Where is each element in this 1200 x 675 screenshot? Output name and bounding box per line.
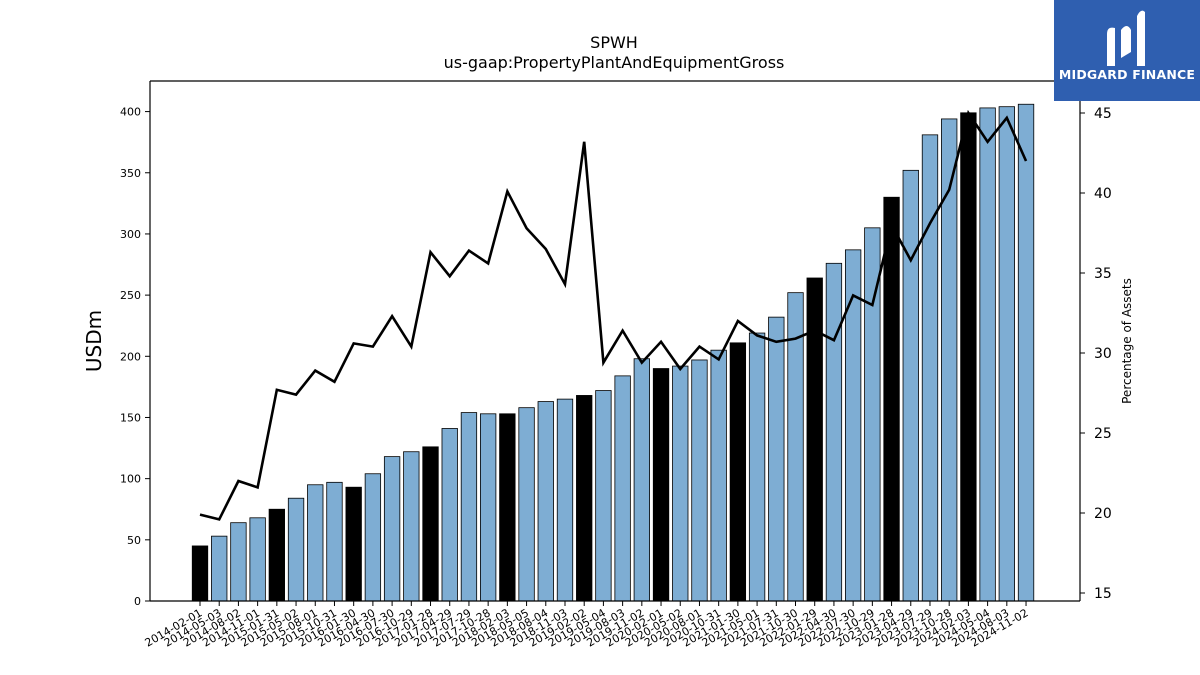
bar [422, 446, 439, 602]
bar [825, 262, 843, 602]
logo: MIDGARD FINANCE [1054, 0, 1200, 101]
y-tick-label: 150 [120, 411, 141, 424]
chart-subtitle: us-gaap:PropertyPlantAndEquipmentGross [444, 53, 785, 72]
y-axis-label: USDm [82, 310, 106, 372]
bar [1017, 103, 1035, 602]
bar [979, 107, 996, 602]
bar [364, 473, 382, 602]
bar-series [191, 103, 1035, 602]
midgard-logo-icon [1107, 10, 1145, 66]
y-tick-label: 350 [120, 167, 141, 180]
line-path [199, 109, 1028, 521]
bar [230, 522, 247, 602]
chart-title: SPWH [590, 33, 638, 52]
y2-tick-label: 15 [1094, 586, 1112, 602]
line-series [199, 109, 1028, 521]
bar [672, 365, 689, 602]
y-tick-label: 0 [134, 595, 141, 608]
bar [326, 481, 343, 602]
y-tick-label: 200 [120, 350, 141, 363]
bar [191, 545, 209, 602]
y-tick-label: 300 [120, 228, 141, 241]
y2-tick-label: 40 [1094, 186, 1112, 202]
y2-tick-label: 20 [1094, 506, 1112, 522]
bar [902, 169, 919, 602]
y-tick-label: 100 [120, 473, 141, 486]
bar [403, 451, 420, 602]
bar [710, 349, 727, 602]
bar [518, 407, 535, 602]
bar [595, 390, 612, 602]
bar [960, 112, 977, 602]
axes: 0501001502002503003504001520253035404520… [120, 80, 1112, 650]
bar [748, 332, 766, 602]
bar [383, 456, 401, 602]
bar [806, 277, 823, 602]
bar [998, 106, 1015, 602]
bar [499, 413, 516, 602]
bar [287, 497, 305, 602]
bar [768, 316, 785, 602]
y-tick-label: 50 [127, 534, 141, 547]
bar [883, 196, 900, 602]
logo-text: MIDGARD FINANCE [1058, 67, 1196, 82]
bar [633, 358, 650, 602]
y-tick-label: 250 [120, 289, 141, 302]
bar [249, 517, 266, 602]
y2-tick-label: 45 [1094, 106, 1112, 122]
bar [921, 134, 939, 602]
bar [691, 359, 708, 602]
y2-tick-label: 35 [1094, 266, 1112, 282]
bar [441, 428, 458, 602]
y-tick-label: 400 [120, 106, 141, 119]
bar [652, 368, 670, 602]
bar [844, 249, 862, 602]
bar [614, 375, 631, 602]
y2-tick-label: 25 [1094, 426, 1112, 442]
y2-axis-label: Percentage of Assets [1120, 278, 1134, 404]
bar [729, 342, 747, 602]
y2-tick-label: 30 [1094, 346, 1112, 362]
bar [479, 413, 497, 602]
bar [268, 508, 285, 602]
bar [556, 398, 574, 602]
bar [211, 535, 228, 602]
bar [460, 412, 478, 602]
bar [307, 484, 324, 602]
bar [576, 395, 593, 602]
bar [537, 401, 554, 602]
bar [345, 486, 362, 602]
